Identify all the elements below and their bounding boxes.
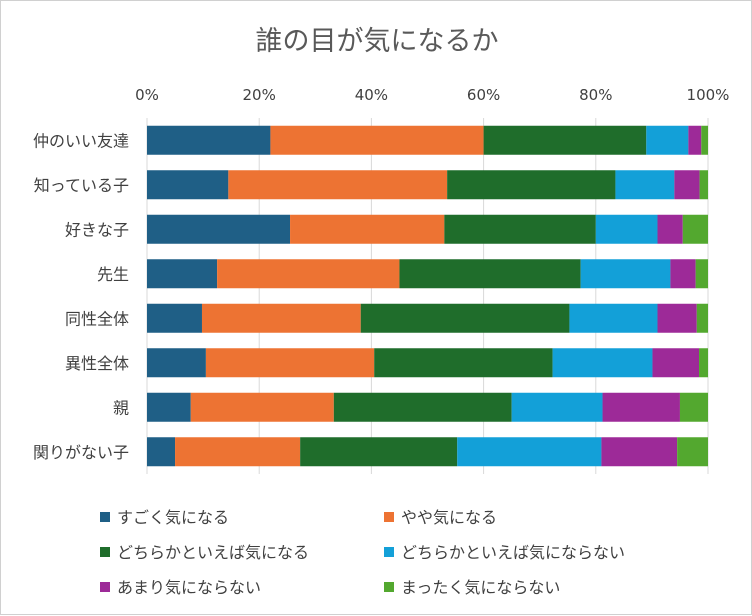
bar-segment <box>147 348 206 378</box>
legend-item: まったく気にならない <box>384 578 560 597</box>
legend-item: どちらかといえば気にならない <box>384 543 625 562</box>
bar-segment <box>147 214 291 244</box>
bar-segment <box>447 170 616 200</box>
bar-segment <box>147 392 191 422</box>
legend-label: やや気になる <box>401 508 497 527</box>
bar-segment <box>175 437 301 467</box>
bar-segment <box>147 170 229 200</box>
bar-segment <box>646 125 689 155</box>
bar-segment <box>511 392 603 422</box>
bar-segment <box>270 125 484 155</box>
legend-label: まったく気にならない <box>401 578 560 597</box>
bar-segment <box>147 125 271 155</box>
bar-segment <box>552 348 653 378</box>
category-label: 異性全体 <box>65 354 129 373</box>
x-tick-label: 80% <box>579 86 612 104</box>
bar-segment <box>580 259 671 289</box>
bar-segment <box>696 303 708 333</box>
bar-segment <box>615 170 675 200</box>
legend-label: すごく気になる <box>117 508 229 527</box>
bar-segment <box>205 348 375 378</box>
legend-swatch <box>100 582 110 592</box>
bar-segment <box>679 392 708 422</box>
legend-item: やや気になる <box>384 508 497 527</box>
category-label: 先生 <box>97 265 129 284</box>
legend-label: あまり気にならない <box>117 578 261 597</box>
category-label: 関りがない子 <box>33 443 129 462</box>
bar-segment <box>374 348 553 378</box>
legend-swatch <box>384 512 394 522</box>
bar-segment <box>483 125 647 155</box>
bar-segment <box>682 214 708 244</box>
legend-swatch <box>384 547 394 557</box>
category-label: 同性全体 <box>65 309 129 328</box>
x-tick-label: 0% <box>135 86 159 104</box>
bar-segment <box>300 437 458 467</box>
bar-segment <box>595 214 658 244</box>
x-tick-label: 60% <box>467 86 500 104</box>
legend-swatch <box>100 512 110 522</box>
category-label: 知っている子 <box>34 176 129 195</box>
bar-segment <box>670 259 696 289</box>
bar-segment <box>190 392 334 422</box>
bar-segment <box>217 259 400 289</box>
bar-segment <box>147 437 176 467</box>
bars <box>147 125 708 467</box>
bar-segment <box>657 303 697 333</box>
category-label: 親 <box>113 398 129 417</box>
bar-segment <box>201 303 361 333</box>
x-tick-label: 40% <box>355 86 388 104</box>
legend-item: あまり気にならない <box>100 578 261 597</box>
bar-segment <box>699 348 708 378</box>
bar-segment <box>699 170 708 200</box>
bar-segment <box>147 259 218 289</box>
legend-swatch <box>384 582 394 592</box>
bar-segment <box>601 437 678 467</box>
legend-label: どちらかといえば気になる <box>117 543 309 562</box>
bar-segment <box>688 125 702 155</box>
bar-segment <box>360 303 570 333</box>
chart-title: 誰の目が気になるか <box>256 26 499 57</box>
bar-segment <box>399 259 581 289</box>
bar-segment <box>652 348 700 378</box>
x-tick-label: 20% <box>243 86 276 104</box>
legend-item: どちらかといえば気になる <box>100 543 309 562</box>
bar-segment <box>457 437 602 467</box>
bar-segment <box>147 303 202 333</box>
bar-segment <box>228 170 448 200</box>
legend-label: どちらかといえば気にならない <box>401 543 625 562</box>
bar-segment <box>290 214 445 244</box>
category-label: 好きな子 <box>65 220 129 239</box>
legend-item: すごく気になる <box>100 508 229 527</box>
legend-swatch <box>100 547 110 557</box>
bar-segment <box>657 214 683 244</box>
bar-segment <box>333 392 512 422</box>
bar-segment <box>569 303 658 333</box>
bar-segment <box>444 214 596 244</box>
bar-segment <box>674 170 700 200</box>
category-label: 仲のいい友達 <box>33 131 129 150</box>
x-axis-ticks: 0% 20% 40% 60% 80% 100% <box>135 86 729 104</box>
x-tick-label: 100% <box>687 86 730 104</box>
bar-segment <box>677 437 708 467</box>
bar-segment <box>701 125 708 155</box>
bar-segment <box>602 392 680 422</box>
bar-segment <box>695 259 708 289</box>
